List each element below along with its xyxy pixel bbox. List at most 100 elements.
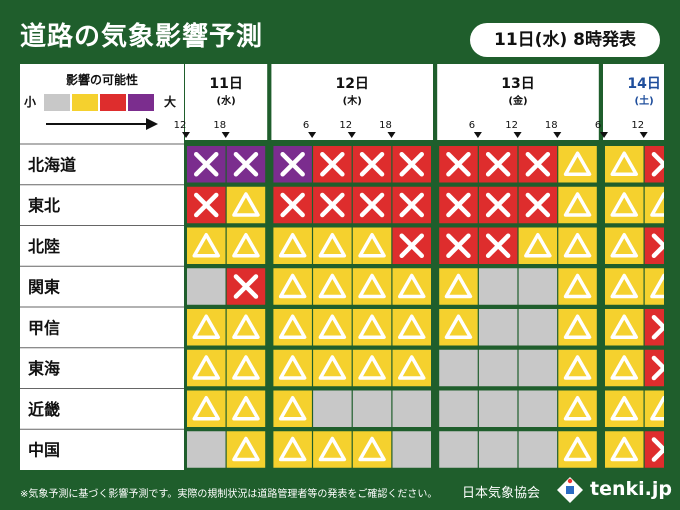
forecast-cell: [392, 349, 431, 387]
forecast-cell: [226, 309, 266, 346]
forecast-cell: [605, 268, 644, 305]
triangle-mark-icon: [192, 233, 220, 258]
triangle-mark-icon: [444, 314, 473, 339]
triangle-mark-icon: [278, 273, 307, 299]
forecast-cell: [187, 349, 226, 387]
forecast-cell: [226, 349, 266, 387]
time-tick-label: 12: [631, 120, 644, 131]
triangle-mark-icon: [358, 314, 386, 339]
footer-note: ※気象予測に基づく影響予測です。実際の規制状況は道路管理者等の発表をご確認くださ…: [20, 489, 438, 500]
forecast-cell: [558, 349, 597, 387]
forecast-cell: [273, 309, 312, 346]
triangle-mark-icon: [278, 436, 307, 462]
triangle-mark-icon: [563, 273, 592, 299]
legend-low-label: 小: [24, 94, 36, 109]
time-tick-marker: [221, 132, 230, 138]
forecast-cell: [605, 349, 644, 387]
triangle-mark-icon: [278, 314, 307, 339]
day-dow-label: (水): [217, 94, 236, 107]
legend-swatch: [44, 94, 70, 111]
forecast-cell: [518, 268, 558, 305]
forecast-cell: [226, 227, 266, 264]
triangle-mark-icon: [398, 314, 426, 339]
triangle-mark-icon: [563, 192, 592, 217]
forecast-cell: [313, 390, 352, 427]
legend-high-label: 大: [164, 94, 176, 109]
region-label: 関東: [28, 278, 60, 297]
triangle-mark-icon: [232, 396, 260, 421]
forecast-cell: [605, 227, 644, 264]
x-mark-icon: [280, 152, 305, 177]
forecast-cell: [558, 390, 597, 427]
triangle-mark-icon: [192, 396, 220, 421]
forecast-cell: [558, 431, 597, 468]
region-label: 甲信: [28, 318, 60, 337]
triangle-mark-icon: [232, 192, 260, 217]
time-tick-label: 6: [469, 120, 475, 131]
forecast-cell: [605, 309, 644, 346]
forecast-cell: [478, 309, 518, 346]
forecast-cell: [273, 431, 312, 468]
time-tick-label: 6: [303, 120, 309, 131]
triangle-mark-icon: [318, 233, 347, 258]
forecast-cell: [478, 431, 518, 468]
triangle-mark-icon: [358, 273, 386, 299]
time-tick-marker: [600, 132, 608, 138]
time-tick-marker: [513, 132, 522, 138]
forecast-cell: [439, 349, 478, 387]
forecast-cell: [518, 431, 558, 468]
day-date-label: 13日: [501, 76, 534, 92]
day-date-label: 14日: [627, 76, 660, 92]
x-mark-icon: [320, 192, 345, 218]
triangle-mark-icon: [610, 436, 638, 462]
forecast-cell: [313, 227, 352, 264]
x-mark-icon: [525, 192, 551, 218]
triangle-mark-icon: [610, 355, 638, 380]
forecast-cell: [226, 431, 266, 468]
triangle-mark-icon: [318, 273, 347, 299]
region-label: 中国: [28, 441, 60, 460]
triangle-mark-icon: [563, 233, 592, 258]
forecast-cell: [313, 431, 352, 468]
x-mark-icon: [320, 152, 345, 177]
forecast-table-panel: 影響の可能性小 大 11日 (水) 12 18 12日 (木) 6 12 18 13日 (金) 6 12 18…: [20, 64, 680, 470]
region-label: 東海: [28, 359, 60, 378]
forecast-cell: [392, 268, 431, 305]
triangle-mark-icon: [524, 233, 552, 258]
triangle-mark-icon: [563, 314, 592, 339]
forecast-cell: [187, 431, 226, 468]
time-tick-label: 6: [595, 120, 601, 131]
forecast-cell: [392, 390, 431, 427]
day-dow-label: (土): [635, 94, 654, 107]
forecast-cell: [313, 309, 352, 346]
day-dow-label: (木): [343, 94, 362, 107]
forecast-cell: [558, 309, 597, 346]
time-tick-marker: [308, 132, 317, 138]
forecast-cell: [187, 390, 226, 427]
triangle-mark-icon: [398, 355, 426, 380]
triangle-mark-icon: [358, 233, 386, 258]
tenki-logo-icon: [557, 477, 583, 503]
day-dow-label: (金): [508, 94, 527, 107]
triangle-mark-icon: [610, 192, 638, 217]
forecast-cell: [439, 390, 478, 427]
triangle-mark-icon: [192, 314, 220, 339]
forecast-cell: [352, 390, 392, 427]
forecast-cell: [605, 390, 644, 427]
forecast-cell: [518, 309, 558, 346]
x-mark-icon: [485, 192, 511, 218]
region-label: 近畿: [28, 400, 60, 419]
forecast-cell: [439, 431, 478, 468]
x-mark-icon: [446, 233, 471, 258]
triangle-mark-icon: [232, 314, 260, 339]
time-tick-label: 12: [174, 120, 187, 131]
time-tick-label: 18: [545, 120, 558, 131]
forecast-cell: [273, 227, 312, 264]
x-mark-icon: [485, 233, 511, 258]
x-mark-icon: [233, 152, 259, 177]
forecast-cell: [478, 349, 518, 387]
forecast-cell: [313, 268, 352, 305]
forecast-cell: [605, 431, 644, 468]
forecast-cell: [392, 309, 431, 346]
